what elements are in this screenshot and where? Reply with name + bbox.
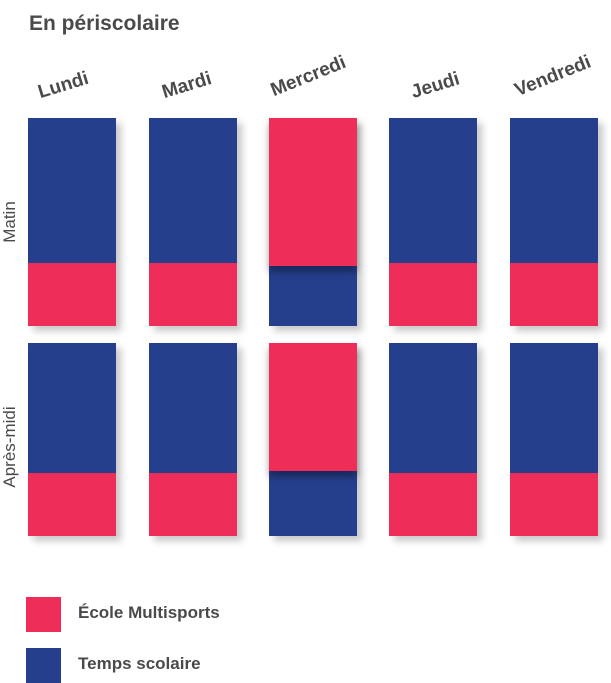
segment-temps-scolaire [28,343,116,473]
block-jeudi-matin [389,118,477,326]
block-lundi-apres-midi [28,343,116,536]
day-label-mardi: Mardi [159,68,215,104]
legend-label: Temps scolaire [78,654,201,673]
segment-ecole-multisports [389,263,477,326]
segment-ecole-multisports [510,263,598,326]
segment-ecole-multisports [149,263,237,326]
chart-title: En périscolaire [29,12,180,35]
segment-temps-scolaire [389,343,477,473]
segment-ecole-multisports [510,473,598,536]
segment-temps-scolaire [28,118,116,263]
block-mardi-apres-midi [149,343,237,536]
segment-ecole-multisports [389,473,477,536]
block-mardi-matin [149,118,237,326]
day-label-vendredi: Vendredi [511,51,595,102]
block-mercredi-matin [269,118,357,326]
segment-temps-scolaire [510,118,598,263]
segment-temps-scolaire [149,343,237,473]
day-label-mercredi: Mercredi [267,51,350,102]
block-vendredi-matin [510,118,598,326]
block-jeudi-apres-midi [389,343,477,536]
legend-swatch-temps-scolaire [26,648,61,683]
segment-temps-scolaire [269,471,357,536]
block-vendredi-apres-midi [510,343,598,536]
segment-temps-scolaire [269,266,357,326]
segment-temps-scolaire [510,343,598,473]
block-mercredi-apres-midi [269,343,357,536]
segment-ecole-multisports [28,473,116,536]
day-label-lundi: Lundi [35,67,92,104]
segment-ecole-multisports [269,118,357,266]
segment-ecole-multisports [269,343,357,471]
segment-temps-scolaire [149,118,237,263]
block-lundi-matin [28,118,116,326]
legend-label: École Multisports [78,603,220,622]
period-label-apres-midi: Après-midi [0,406,19,488]
day-label-jeudi: Jeudi [408,68,463,104]
segment-ecole-multisports [149,473,237,536]
segment-ecole-multisports [28,263,116,326]
period-label-matin: Matin [0,201,19,243]
segment-temps-scolaire [389,118,477,263]
legend-swatch-ecole-multisports [26,597,61,632]
